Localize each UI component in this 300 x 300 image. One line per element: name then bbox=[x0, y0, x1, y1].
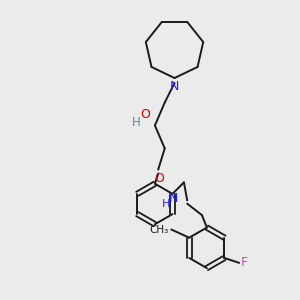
Text: F: F bbox=[241, 256, 248, 269]
Text: H: H bbox=[131, 116, 140, 129]
Text: O: O bbox=[154, 172, 164, 185]
Text: N: N bbox=[169, 192, 178, 205]
Text: CH₃: CH₃ bbox=[149, 224, 169, 235]
Text: O: O bbox=[140, 107, 150, 121]
Text: H: H bbox=[162, 199, 170, 209]
Text: N: N bbox=[170, 80, 179, 93]
